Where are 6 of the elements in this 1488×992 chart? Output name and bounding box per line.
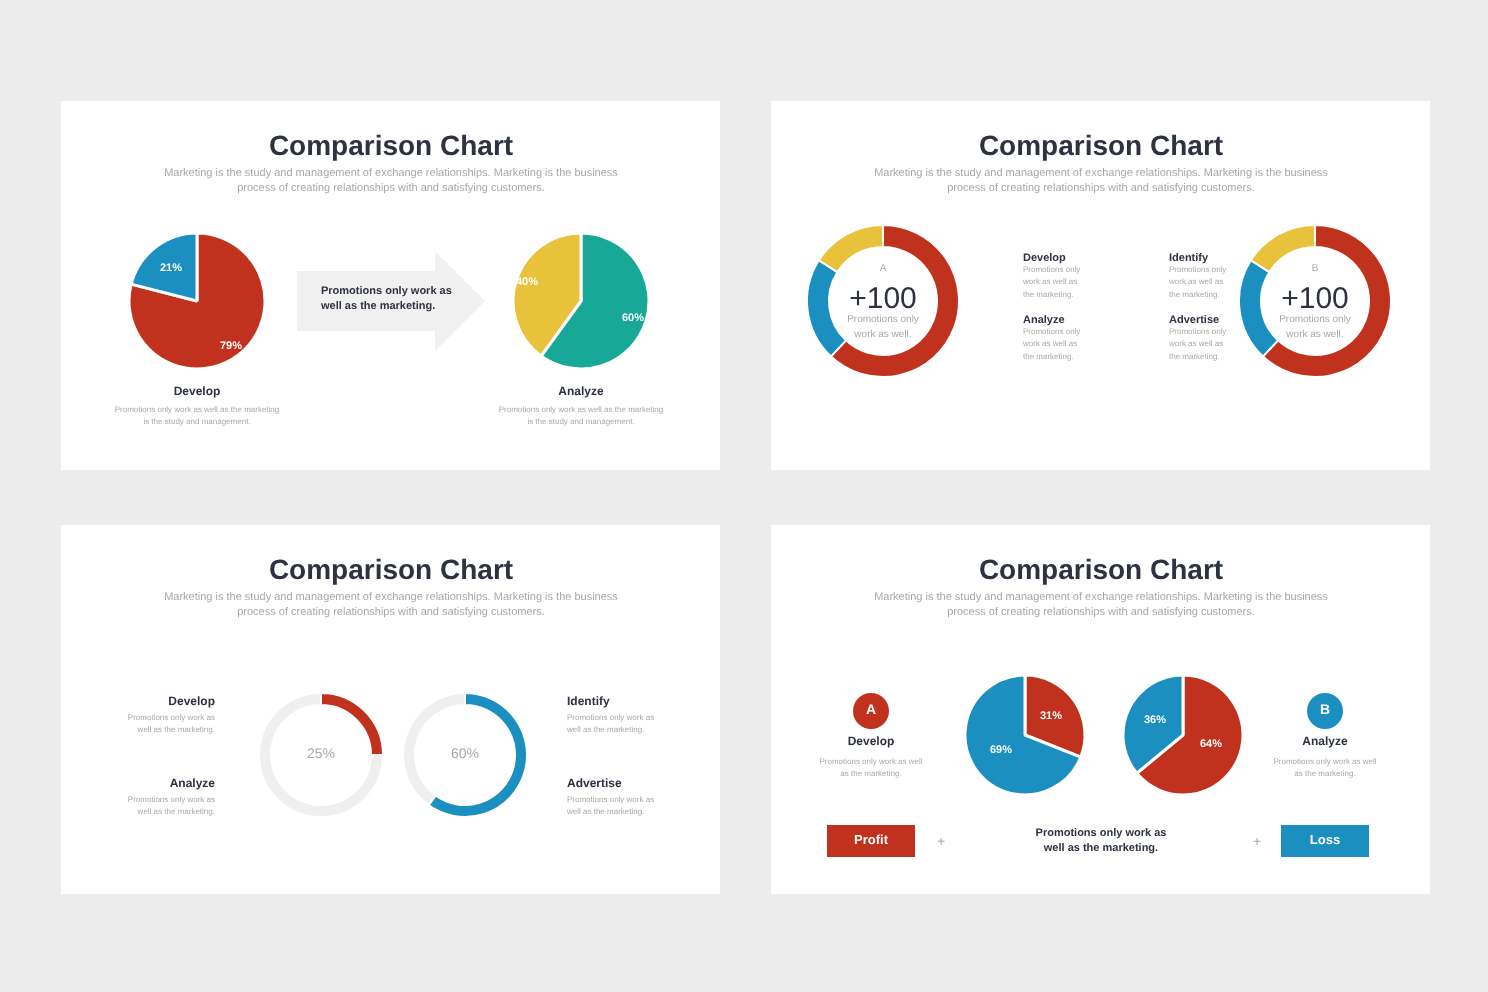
text: Comparison Chart bbox=[978, 129, 1224, 161]
chart-title: Comparison Chart bbox=[268, 553, 514, 585]
text: +100 bbox=[1281, 282, 1349, 316]
text: Comparison Chart bbox=[268, 129, 514, 161]
text: +100 bbox=[849, 282, 917, 316]
chart-title: Comparison Chart bbox=[978, 553, 1224, 585]
